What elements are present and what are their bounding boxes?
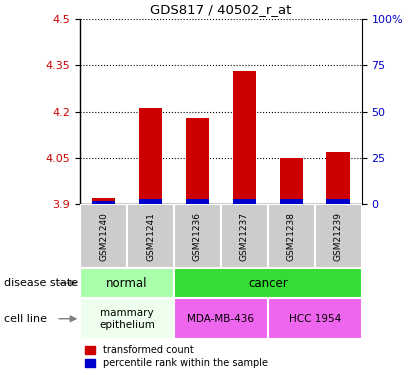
Text: normal: normal	[106, 277, 148, 290]
Text: HCC 1954: HCC 1954	[289, 314, 341, 324]
Bar	[174, 268, 362, 298]
Bar	[326, 199, 350, 204]
Text: disease state: disease state	[4, 278, 78, 288]
Title: GDS817 / 40502_r_at: GDS817 / 40502_r_at	[150, 3, 291, 16]
Text: GSM21236: GSM21236	[193, 212, 202, 261]
Text: cell line: cell line	[4, 314, 47, 324]
Text: mammary
epithelium: mammary epithelium	[99, 308, 155, 330]
Bar	[186, 199, 209, 204]
Bar	[221, 204, 268, 268]
Bar	[80, 298, 174, 339]
Bar	[233, 199, 256, 204]
Bar	[233, 71, 256, 204]
Bar	[92, 198, 115, 204]
Legend: transformed count, percentile rank within the sample: transformed count, percentile rank withi…	[85, 345, 268, 368]
Bar	[80, 268, 174, 298]
Text: cancer: cancer	[248, 277, 288, 290]
Bar	[315, 204, 362, 268]
Text: GSM21240: GSM21240	[99, 212, 108, 261]
Bar	[279, 158, 303, 204]
Bar	[139, 199, 162, 204]
Text: GSM21238: GSM21238	[287, 212, 296, 261]
Bar	[268, 204, 315, 268]
Bar	[268, 298, 362, 339]
Bar	[174, 204, 221, 268]
Bar	[279, 199, 303, 204]
Bar	[80, 204, 127, 268]
Text: GSM21237: GSM21237	[240, 212, 249, 261]
Text: GSM21241: GSM21241	[146, 212, 155, 261]
Bar	[174, 298, 268, 339]
Text: GSM21239: GSM21239	[334, 212, 343, 261]
Bar	[127, 204, 174, 268]
Bar	[92, 201, 115, 204]
Text: MDA-MB-436: MDA-MB-436	[187, 314, 254, 324]
Bar	[326, 152, 350, 204]
Bar	[186, 118, 209, 204]
Bar	[139, 108, 162, 204]
